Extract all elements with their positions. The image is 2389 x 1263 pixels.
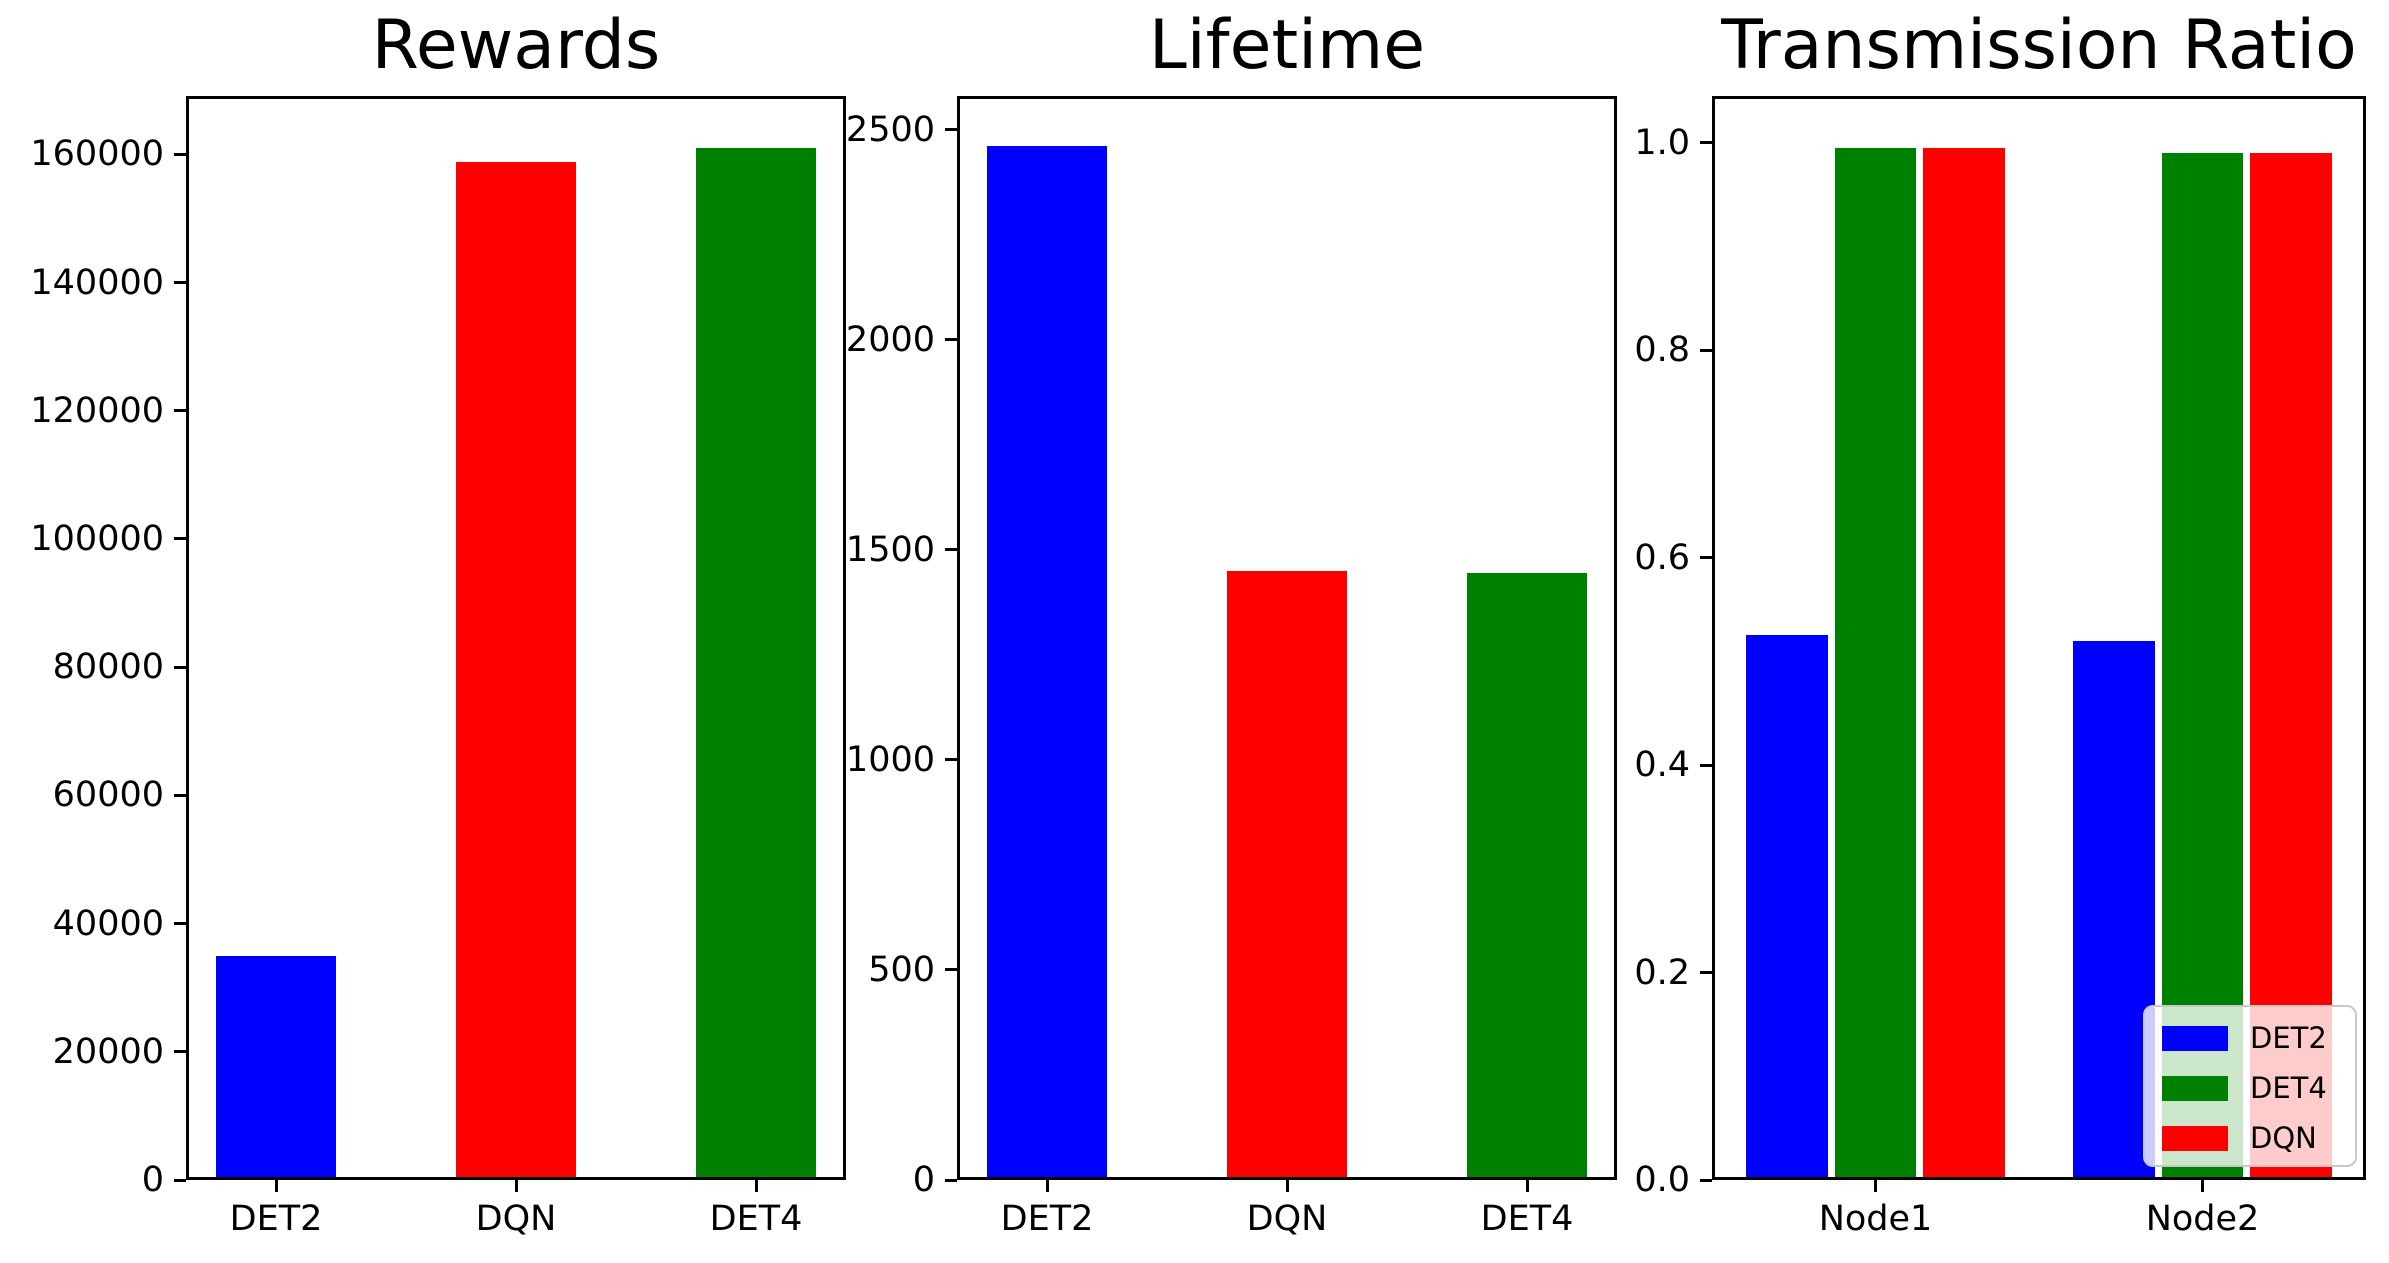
y-tick-transmission-ratio: [1700, 763, 1712, 767]
y-tick-label-rewards: 60000: [52, 775, 164, 816]
y-tick-label-lifetime: 2000: [845, 319, 935, 360]
y-tick-label-lifetime: 1000: [845, 739, 935, 780]
x-tick-label-det4: DET4: [1480, 1199, 1574, 1239]
y-tick-rewards: [174, 665, 186, 669]
y-tick-transmission-ratio: [1700, 971, 1712, 975]
x-tick-label-det4: DET4: [709, 1199, 803, 1239]
y-tick-label-lifetime: 0: [912, 1160, 935, 1200]
y-tick-rewards: [174, 409, 186, 413]
x-tick-dqn: [514, 1180, 518, 1192]
bar-dqn-node1: [1922, 147, 2005, 1180]
y-tick-label-rewards: 80000: [52, 647, 164, 688]
y-tick-lifetime: [945, 128, 957, 132]
y-tick-lifetime: [945, 338, 957, 342]
y-tick-rewards: [174, 1178, 186, 1182]
y-tick-transmission-ratio: [1700, 1178, 1712, 1182]
legend-label-dqn: DQN: [2250, 1121, 2317, 1155]
x-tick-dqn: [1285, 1180, 1289, 1192]
legend-swatch-det4: [2162, 1076, 2228, 1101]
y-tick-label-rewards: 140000: [30, 262, 164, 303]
bar-det2-node1: [1746, 635, 1829, 1180]
subplot-title-transmission-ratio: Transmission Ratio: [1721, 6, 2357, 85]
y-tick-rewards: [174, 281, 186, 285]
y-tick-label-rewards: 20000: [52, 1031, 164, 1072]
x-tick-det2: [274, 1180, 278, 1192]
y-tick-lifetime: [945, 548, 957, 552]
y-tick-lifetime: [945, 968, 957, 972]
bar-det4-node1: [1834, 147, 1917, 1180]
legend-entry-det4: DET4: [2145, 1063, 2355, 1113]
bar-det2-lifetime: [987, 146, 1107, 1180]
y-tick-label-rewards: 40000: [52, 903, 164, 944]
subplot-title-lifetime: Lifetime: [1148, 6, 1426, 85]
y-tick-rewards: [174, 152, 186, 156]
y-tick-lifetime: [945, 758, 957, 762]
x-tick-label-node1: Node1: [1818, 1199, 1933, 1239]
legend-swatch-det2: [2162, 1026, 2228, 1051]
y-tick-label-transmission-ratio: 0.8: [1634, 330, 1690, 371]
legend-entry-det2: DET2: [2145, 1013, 2355, 1063]
y-tick-label-lifetime: 500: [868, 949, 935, 990]
y-tick-transmission-ratio: [1700, 556, 1712, 560]
subplot-title-rewards: Rewards: [371, 6, 661, 85]
y-tick-transmission-ratio: [1700, 348, 1712, 352]
bar-dqn-rewards: [456, 162, 576, 1180]
x-tick-label-det2: DET2: [229, 1199, 323, 1239]
y-tick-label-lifetime: 1500: [845, 529, 935, 570]
x-tick-label-dqn: DQN: [475, 1199, 557, 1239]
x-tick-node1: [1874, 1180, 1877, 1192]
bar-det2-rewards: [216, 955, 336, 1180]
y-tick-label-rewards: 100000: [30, 518, 164, 559]
y-tick-label-transmission-ratio: 0.4: [1634, 745, 1690, 786]
bar-dqn-lifetime: [1227, 570, 1347, 1180]
legend-entry-dqn: DQN: [2145, 1113, 2355, 1163]
y-tick-rewards: [174, 793, 186, 797]
y-tick-label-transmission-ratio: 0.2: [1634, 952, 1690, 993]
x-tick-label-dqn: DQN: [1246, 1199, 1328, 1239]
y-tick-label-transmission-ratio: 0.0: [1634, 1160, 1690, 1200]
y-tick-rewards: [174, 1050, 186, 1054]
y-tick-rewards: [174, 537, 186, 541]
y-tick-rewards: [174, 922, 186, 926]
y-tick-label-transmission-ratio: 1.0: [1634, 122, 1690, 163]
legend-label-det2: DET2: [2250, 1021, 2327, 1055]
y-tick-label-transmission-ratio: 0.6: [1634, 537, 1690, 578]
bar-det4-rewards: [696, 147, 816, 1180]
legend: DET2 DET4 DQN: [2143, 1005, 2357, 1167]
x-tick-node2: [2201, 1180, 2204, 1192]
x-tick-det4: [1525, 1180, 1529, 1192]
x-tick-label-node2: Node2: [2145, 1199, 2260, 1239]
bar-det4-lifetime: [1467, 572, 1587, 1180]
y-tick-label-rewards: 160000: [30, 134, 164, 175]
bar-det2-node2: [2073, 640, 2156, 1180]
y-tick-lifetime: [945, 1178, 957, 1182]
y-tick-label-lifetime: 2500: [845, 109, 935, 150]
x-tick-det2: [1045, 1180, 1049, 1192]
y-tick-transmission-ratio: [1700, 141, 1712, 145]
legend-label-det4: DET4: [2250, 1071, 2327, 1105]
y-tick-label-rewards: 0: [141, 1160, 164, 1200]
y-tick-label-rewards: 120000: [30, 390, 164, 431]
x-tick-label-det2: DET2: [1000, 1199, 1094, 1239]
x-tick-det4: [754, 1180, 758, 1192]
legend-swatch-dqn: [2162, 1126, 2228, 1151]
